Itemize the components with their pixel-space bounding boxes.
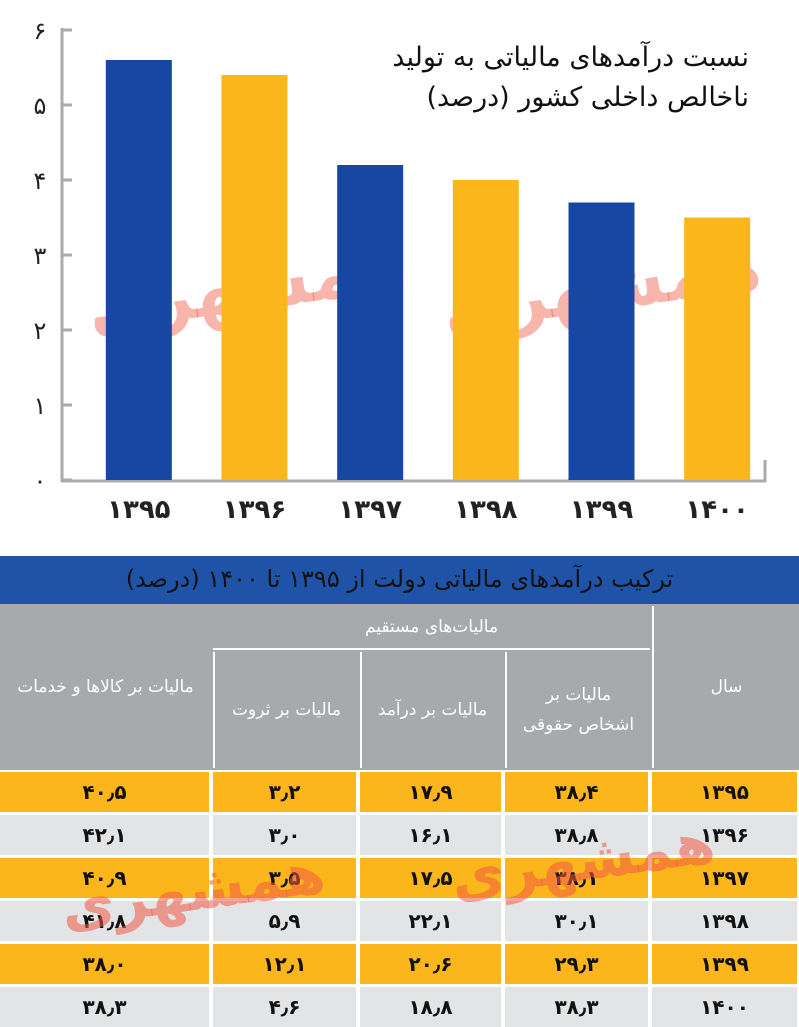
x-tick-label: ۱۳۹۵	[107, 495, 171, 525]
table: ترکیب درآمدهای مالیاتی دولت از ۱۳۹۵ تا ۱…	[0, 556, 799, 1027]
header-group: مالیات‌های مستقیم	[213, 606, 650, 650]
y-tick-label: ۳	[34, 242, 47, 270]
table-cell: ۳۰٫۱	[505, 901, 648, 941]
bar	[221, 75, 288, 480]
bar	[105, 60, 172, 480]
table-cell: ۳۸٫۴	[505, 772, 648, 812]
y-tick-label: ۵	[34, 92, 47, 120]
table-cell: ۱۷٫۵	[360, 858, 501, 898]
x-tick-label: ۱۴۰۰	[685, 495, 748, 525]
table-cell: ۵٫۹	[213, 901, 356, 941]
y-tick-label: ۱	[34, 392, 47, 420]
bar	[684, 217, 751, 480]
table-cell: ۴٫۶	[213, 987, 356, 1027]
bar	[452, 180, 519, 480]
table-cell: ۴۲٫۱	[0, 815, 209, 855]
x-tick-label: ۱۳۹۸	[454, 495, 518, 525]
table-cell: ۳٫۰	[213, 815, 356, 855]
table-cell: ۱۸٫۸	[360, 987, 501, 1027]
table-cell: ۲۲٫۱	[360, 901, 501, 941]
y-tick-label: ۴	[34, 167, 47, 195]
table-cell: ۱۴۰۰	[652, 987, 797, 1027]
table-cell: ۲۰٫۶	[360, 944, 501, 984]
y-tick-label: ۶	[34, 17, 47, 45]
x-tick-label: ۱۳۹۹	[570, 495, 634, 525]
table-cell: ۴۱٫۸	[0, 901, 209, 941]
table-cell: ۱۲٫۱	[213, 944, 356, 984]
table-cell: ۳٫۵	[213, 858, 356, 898]
table-cell: ۱۳۹۶	[652, 815, 797, 855]
table-cell: ۱۳۹۹	[652, 944, 797, 984]
bar	[568, 202, 635, 480]
table-cell: ۳۸٫۰	[0, 944, 209, 984]
y-tick-label: ۰	[34, 467, 47, 495]
y-tick-label: ۲	[34, 317, 47, 345]
column-header: مالیات بر کالاها و خدمات	[0, 606, 211, 768]
x-tick-label: ۱۳۹۶	[223, 495, 286, 525]
column-header: سال	[652, 606, 799, 768]
table-cell: ۱۷٫۹	[360, 772, 501, 812]
table-cell: ۳۸٫۱	[505, 858, 648, 898]
table-cell: ۱۶٫۱	[360, 815, 501, 855]
table-cell: ۳۸٫۸	[505, 815, 648, 855]
table-cell: ۳۸٫۳	[505, 987, 648, 1027]
chart-title: نسبت درآمدهای مالیاتی به تولید ناخالص دا…	[392, 42, 749, 113]
table-cell: ۴۰٫۹	[0, 858, 209, 898]
column-header: مالیات بر درآمد	[360, 652, 503, 768]
table-cell: ۱۳۹۷	[652, 858, 797, 898]
table-cell: ۴۰٫۵	[0, 772, 209, 812]
column-header: مالیات بر ثروت	[213, 652, 358, 768]
bar	[337, 165, 404, 480]
x-tick-label: ۱۳۹۷	[338, 495, 402, 525]
chart: همشهریهمشهری۰۱۲۳۴۵۶۱۳۹۵۱۳۹۶۱۳۹۷۱۳۹۸۱۳۹۹۱…	[34, 17, 767, 525]
table-cell: ۳۸٫۳	[0, 987, 209, 1027]
table-cell: ۱۳۹۸	[652, 901, 797, 941]
table-cell: ۳٫۲	[213, 772, 356, 812]
table-cell: ۱۳۹۵	[652, 772, 797, 812]
column-header: مالیات بر اشخاص حقوقی	[505, 652, 650, 768]
table-cell: ۲۹٫۳	[505, 944, 648, 984]
table-title: ترکیب درآمدهای مالیاتی دولت از ۱۳۹۵ تا ۱…	[0, 556, 799, 604]
